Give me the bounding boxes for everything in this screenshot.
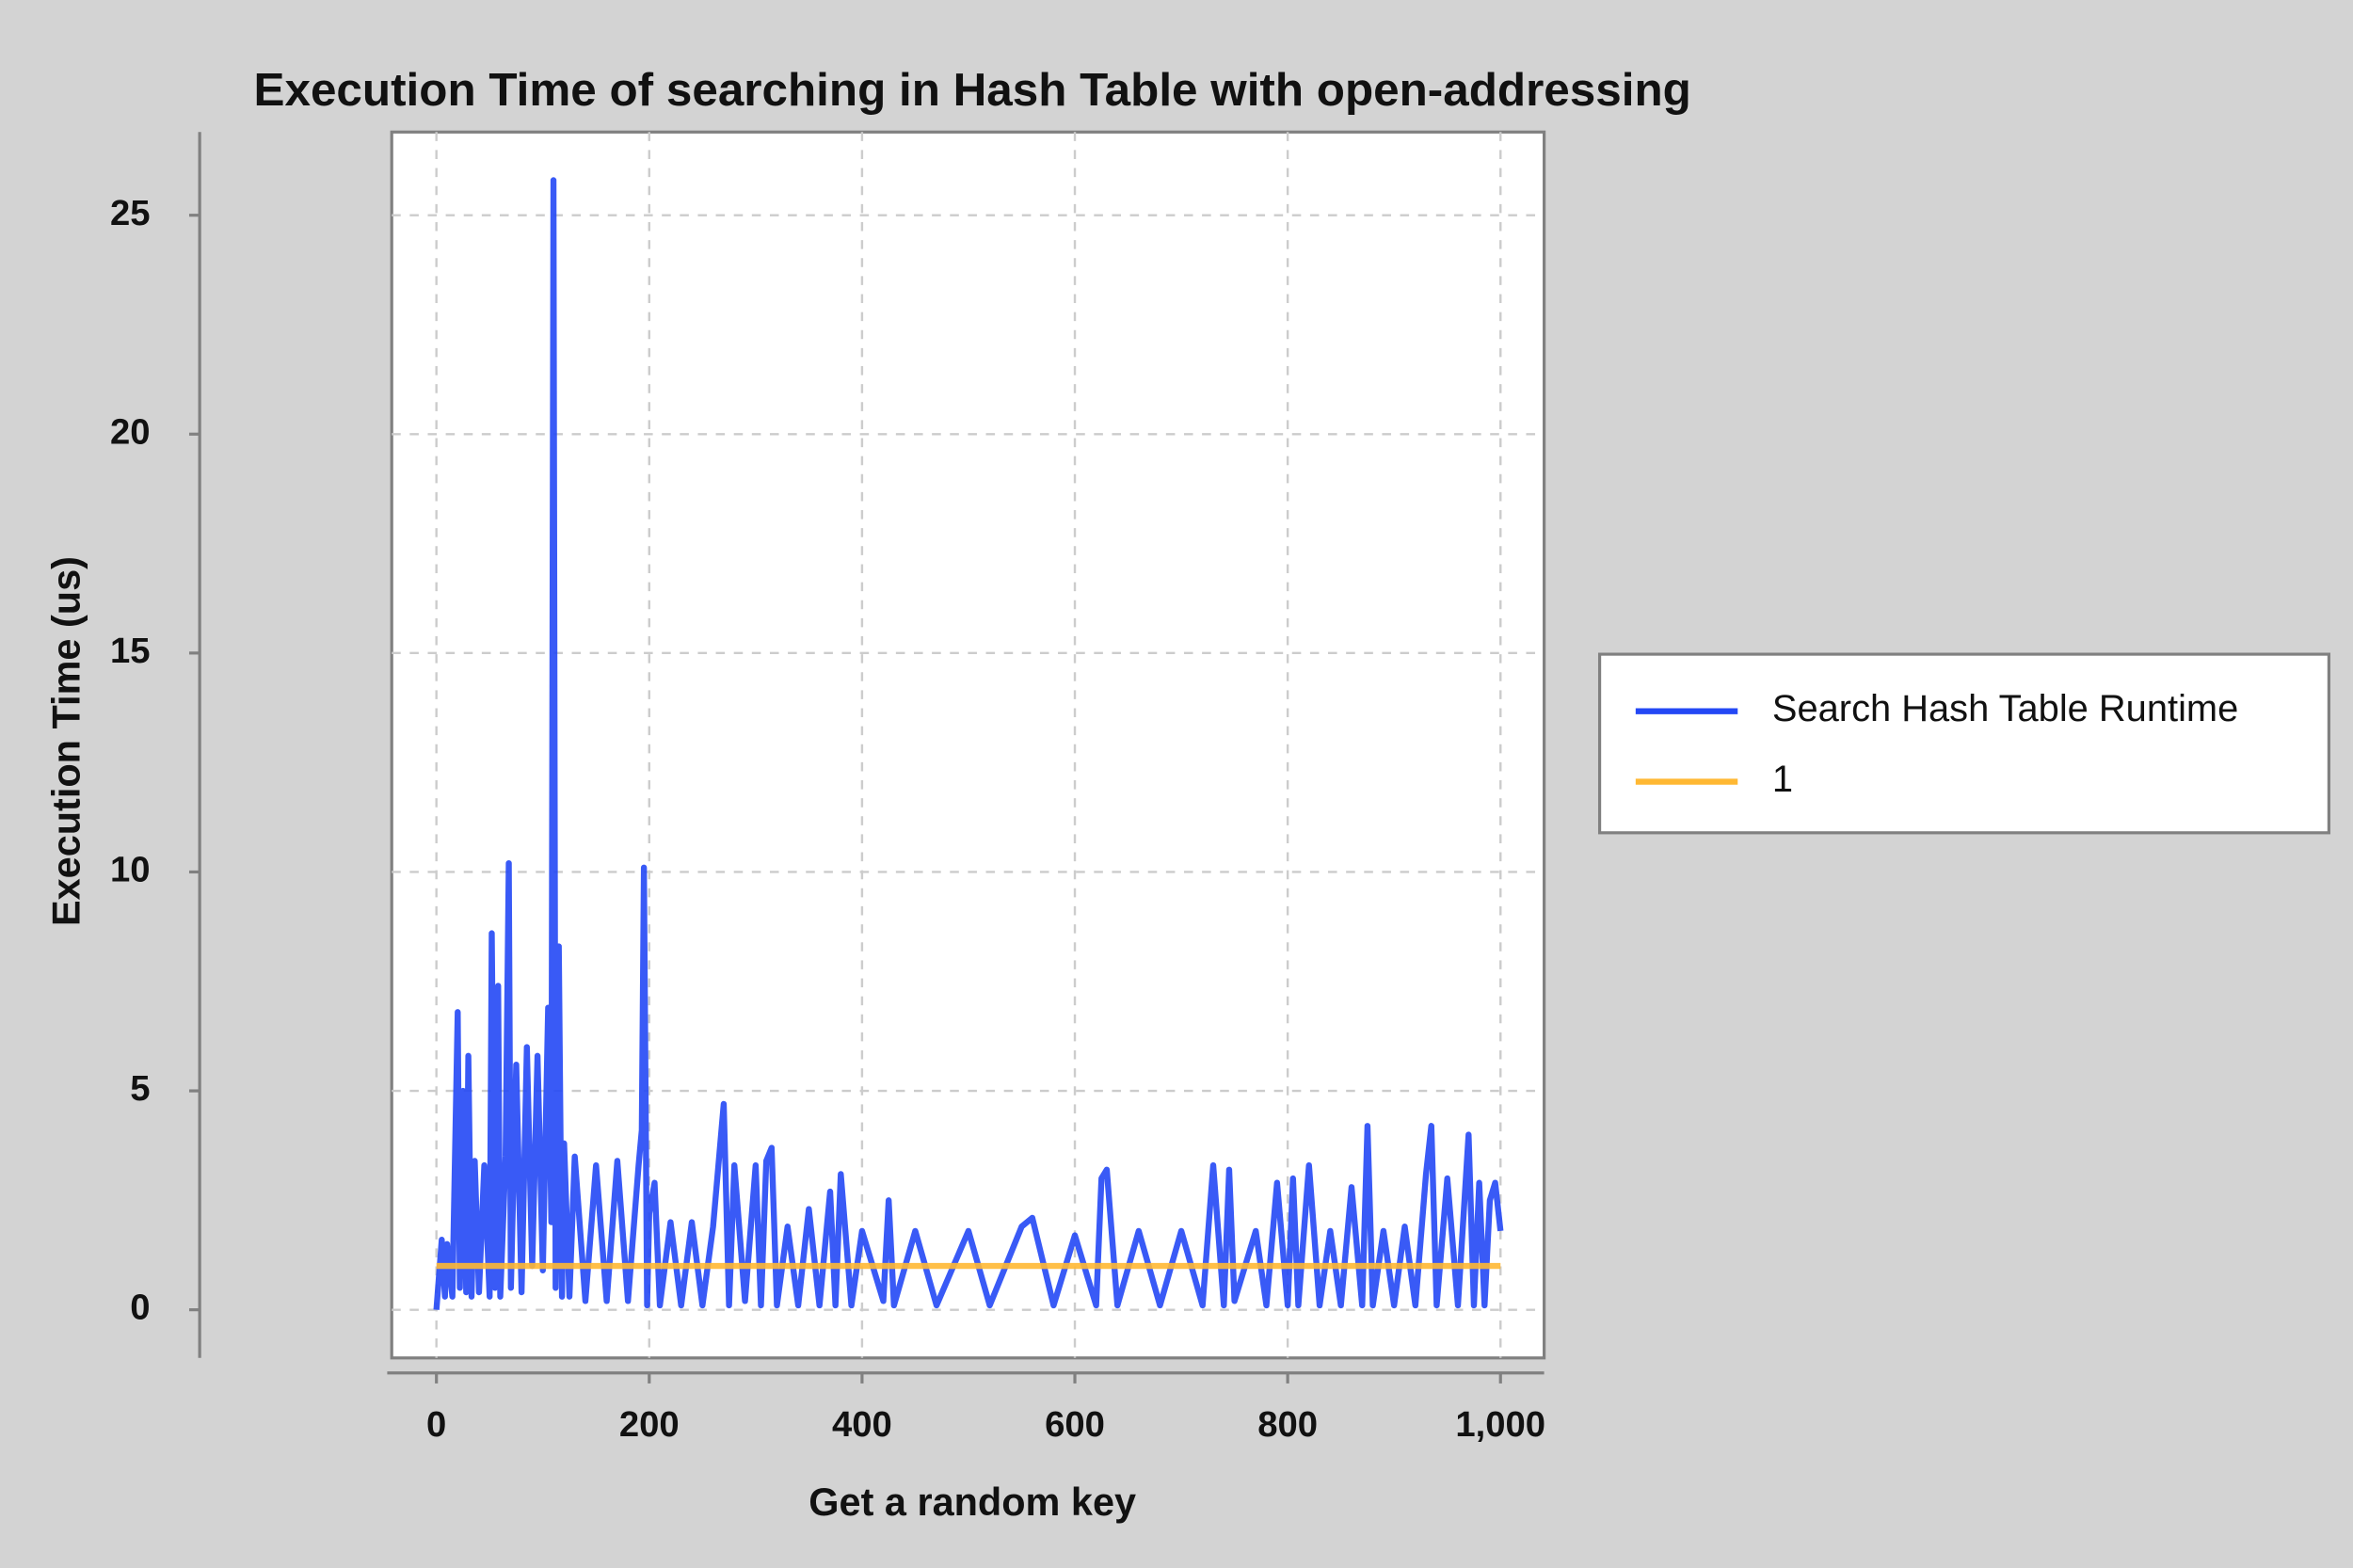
chart-title: Execution Time of searching in Hash Tabl…: [254, 64, 1691, 116]
plot-area: [390, 130, 1546, 1360]
x-tick-label: 800: [1257, 1404, 1318, 1445]
x-tick-label: 1,000: [1455, 1404, 1545, 1445]
legend-label: 1: [1772, 759, 1793, 800]
x-axis-label: Get a random key: [808, 1480, 1136, 1524]
y-tick-label: 15: [110, 631, 151, 671]
grid: [392, 132, 1545, 1358]
x-tick-label: 200: [619, 1404, 680, 1445]
x-tick-label: 600: [1045, 1404, 1105, 1445]
data-line: [433, 177, 1504, 1310]
y-tick-label: 5: [130, 1068, 150, 1109]
y-tick-label: 20: [110, 411, 151, 452]
y-tick-label: 25: [110, 193, 151, 233]
legend-label: Search Hash Table Runtime: [1772, 688, 2238, 729]
marks: [433, 177, 1504, 1310]
y-tick-label: 10: [110, 850, 151, 890]
x-tick-label: 400: [832, 1404, 892, 1445]
y-tick-label: 0: [130, 1288, 150, 1328]
legend: [1597, 652, 2330, 835]
x-tick-label: 0: [426, 1404, 446, 1445]
y-axis-label: Execution Time (us): [43, 556, 88, 926]
